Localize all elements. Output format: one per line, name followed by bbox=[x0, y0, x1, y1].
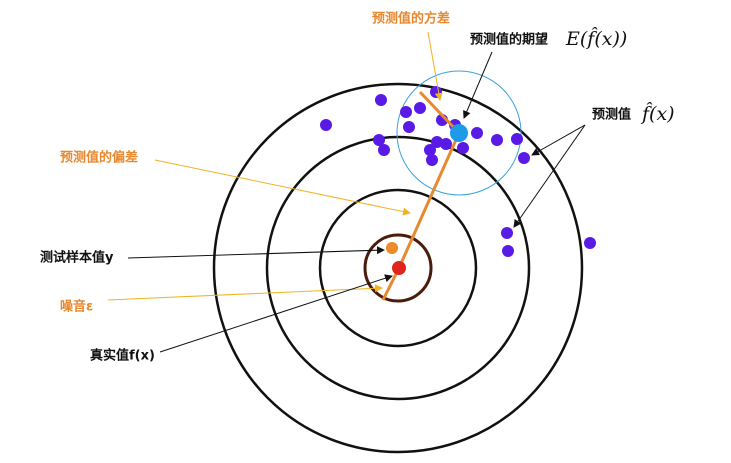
prediction-label: 预测值 bbox=[592, 107, 631, 123]
variance-label: 预测值的方差 bbox=[372, 11, 450, 27]
arrows bbox=[107, 31, 586, 353]
bias-label: 预测值的偏差 bbox=[60, 150, 138, 166]
bias-line bbox=[397, 132, 461, 269]
variance-line bbox=[418, 90, 461, 135]
prediction-formula: f̂(x) bbox=[640, 102, 675, 125]
predictions bbox=[320, 86, 596, 257]
noise-label: 噪音ε bbox=[60, 299, 93, 315]
variance-circle bbox=[396, 70, 522, 196]
expectation-formula: E(f̂(x)) bbox=[565, 27, 627, 50]
test-sample-label: 测试样本值y bbox=[40, 250, 114, 266]
true-point bbox=[392, 261, 406, 275]
target bbox=[212, 82, 584, 454]
expectation-label: 预测值的期望 bbox=[470, 32, 548, 48]
true-value-label: 真实值f(x) bbox=[90, 348, 155, 364]
sample-point bbox=[386, 242, 398, 254]
expectation-point bbox=[450, 124, 468, 142]
